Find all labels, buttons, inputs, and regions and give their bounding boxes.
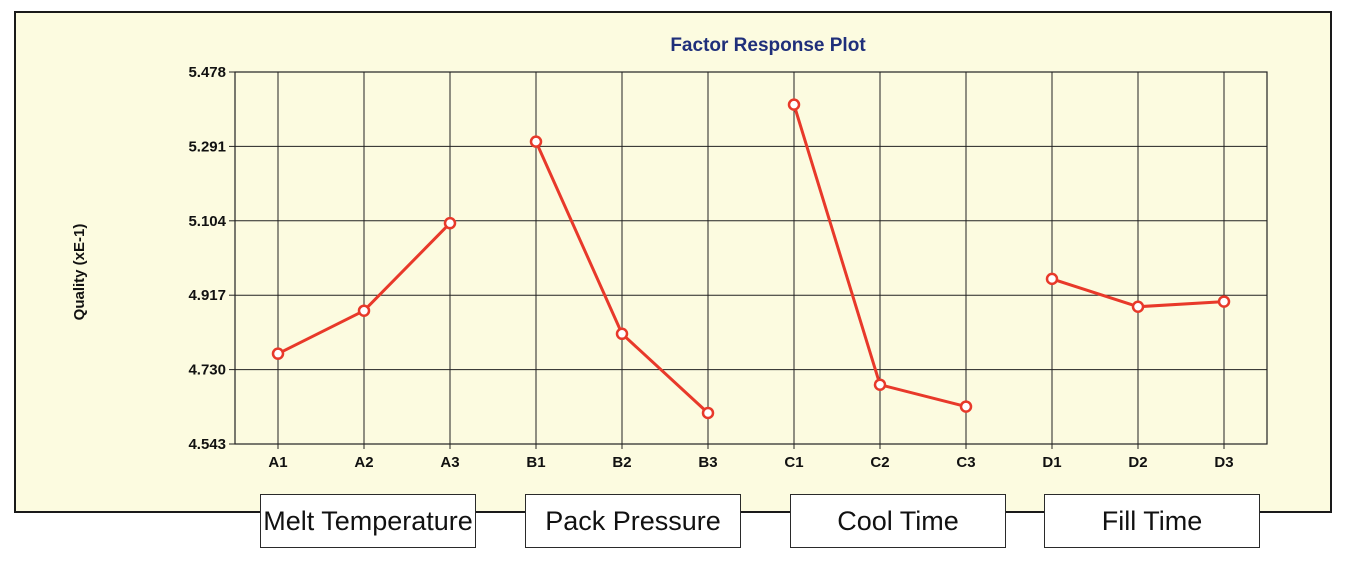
x-tick-label: C1 <box>784 454 803 471</box>
x-tick-label: D3 <box>1214 454 1233 471</box>
x-tick-label: B3 <box>698 454 717 471</box>
data-point <box>787 98 801 111</box>
data-point <box>615 327 629 341</box>
factor-label-box: Cool Time <box>790 494 1006 548</box>
x-tick-label: D2 <box>1128 454 1147 471</box>
x-tick-label: A2 <box>354 454 373 471</box>
x-tick-label: B2 <box>612 454 631 471</box>
x-tick-label: B1 <box>526 454 545 471</box>
y-axis-label: Quality (xE-1) <box>71 224 88 321</box>
data-point <box>959 400 973 413</box>
x-tick-label: C3 <box>956 454 975 471</box>
data-point <box>873 378 887 391</box>
y-tick-label: 4.543 <box>188 436 226 453</box>
y-tick-label: 5.104 <box>188 213 226 230</box>
data-point <box>443 216 457 230</box>
x-tick-label: D1 <box>1042 454 1061 471</box>
x-tick-label: C2 <box>870 454 889 471</box>
chart-title: Factor Response Plot <box>670 35 866 56</box>
x-tick-label: A3 <box>440 454 459 471</box>
plot-frame <box>234 71 1268 445</box>
data-point <box>529 135 543 148</box>
factor-label-box: Melt Temperature <box>260 494 476 548</box>
response-lines <box>271 98 1231 420</box>
x-tick-label: A1 <box>268 454 287 471</box>
data-point <box>1217 295 1231 308</box>
data-point <box>271 347 285 360</box>
factor-label-box: Pack Pressure <box>525 494 741 548</box>
data-point <box>1045 272 1059 286</box>
y-tick-label: 5.291 <box>188 138 226 155</box>
data-point <box>1131 300 1145 313</box>
y-tick-label: 5.478 <box>188 64 226 81</box>
x-axis-ticks: A1 A2 A3 B1 B2 B3 C1 C2 C3 D1 D2 D3 <box>268 454 1233 471</box>
factor-label-box: Fill Time <box>1044 494 1260 548</box>
data-point <box>357 304 371 317</box>
y-tick-label: 4.730 <box>188 362 226 379</box>
data-point <box>701 406 715 420</box>
grid <box>234 71 1268 449</box>
y-tick-label: 4.917 <box>188 287 226 304</box>
y-axis-ticks: 5.478 5.291 5.104 4.917 4.730 4.543 <box>188 64 235 453</box>
chart-panel <box>14 11 1332 513</box>
